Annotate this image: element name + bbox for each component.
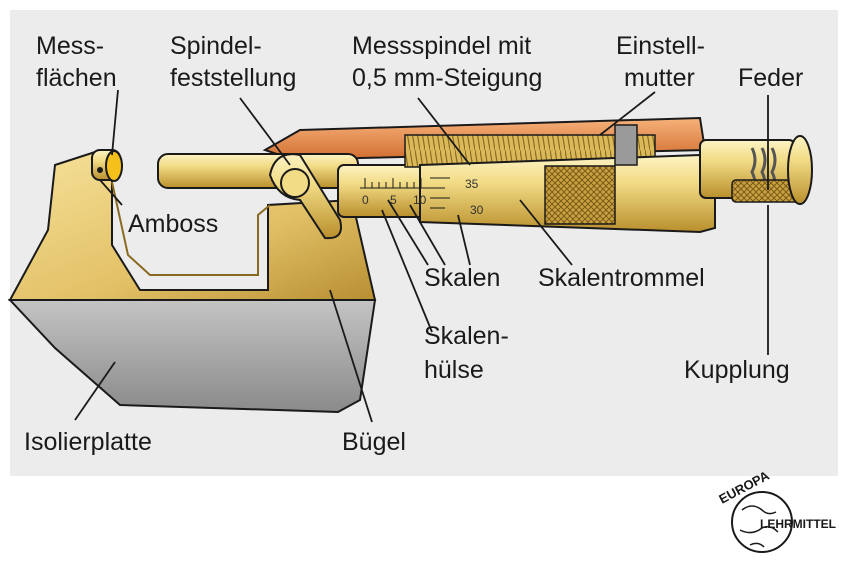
end-cap: [787, 135, 813, 205]
sleeve-scale: [360, 178, 430, 189]
label-messflaechen-2: flächen: [36, 64, 117, 92]
frame-opening: [111, 181, 271, 276]
spindle-lock-knob: [280, 168, 310, 198]
logo-text-lehrmittel: LEHRMITTEL: [760, 517, 836, 531]
thimble-scale: [430, 177, 450, 209]
label-isolierplatte: Isolierplatte: [24, 428, 152, 456]
adjusting-nut: [614, 124, 638, 166]
frame: [7, 149, 377, 414]
label-amboss: Amboss: [128, 210, 218, 238]
label-messspindel-2: 0,5 mm-Steigung: [352, 64, 542, 92]
thimble-knurl: [544, 165, 616, 225]
label-feder: Feder: [738, 64, 803, 92]
label-einstellmutter-1: Einstell-: [616, 32, 705, 60]
label-skalenhuelse-2: hülse: [424, 356, 484, 384]
label-skalentrommel: Skalentrommel: [538, 264, 705, 292]
spindle-assembly: 0 5 10 35 30: [157, 116, 813, 240]
europa-lehrmittel-logo: EUROPA LEHRMITTEL: [716, 467, 836, 553]
label-einstellmutter-2: mutter: [624, 64, 695, 92]
label-messspindel-1: Messspindel mit: [352, 32, 531, 60]
label-buegel: Bügel: [342, 428, 406, 456]
label-spindelfeststellung-1: Spindel-: [170, 32, 262, 60]
leader-lines: [74, 89, 769, 423]
label-spindelfeststellung-2: feststellung: [170, 64, 296, 92]
sleeve-number-10: 10: [413, 193, 427, 207]
label-skalenhuelse-1: Skalen-: [424, 322, 509, 350]
sleeve-number-5: 5: [390, 193, 397, 207]
anvil-measuring-face: [105, 150, 123, 182]
labels: Mess- flächen Spindel- feststellung Mess…: [24, 32, 803, 456]
sleeve-number-0: 0: [362, 193, 369, 207]
measuring-spindle: [157, 153, 359, 189]
label-skalen: Skalen: [424, 264, 500, 292]
label-kupplung: Kupplung: [684, 356, 790, 384]
thimble-number-30: 30: [470, 203, 484, 217]
label-messflaechen-1: Mess-: [36, 32, 104, 60]
thimble-number-35: 35: [465, 177, 479, 191]
